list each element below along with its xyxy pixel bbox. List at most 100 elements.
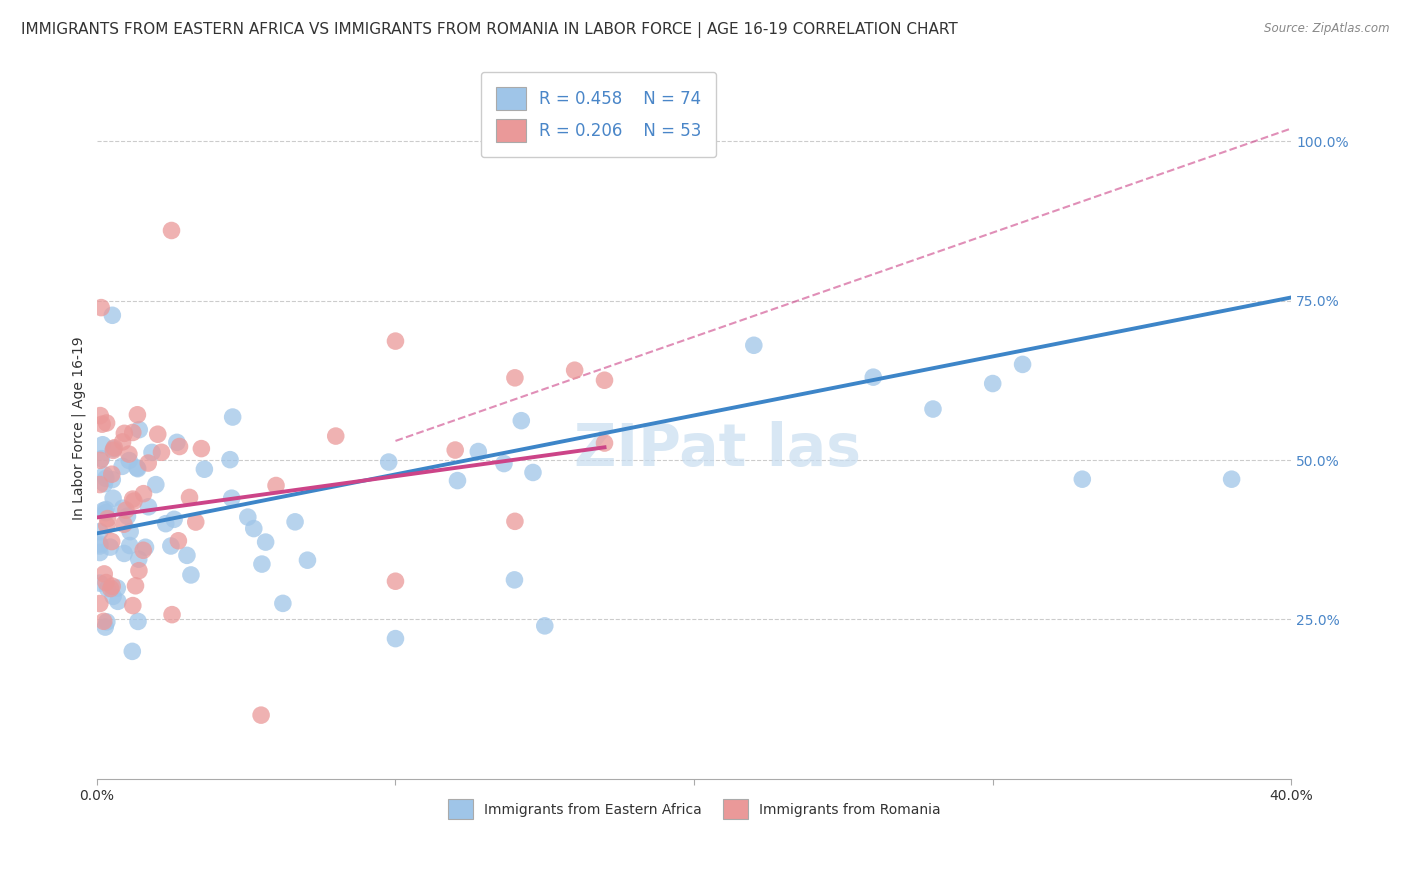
Point — [132, 486, 155, 500]
Point — [522, 466, 544, 480]
Point — [325, 429, 347, 443]
Point — [111, 501, 134, 516]
Point — [492, 457, 515, 471]
Point — [96, 416, 118, 430]
Point — [124, 579, 146, 593]
Point — [1011, 358, 1033, 372]
Point — [533, 619, 555, 633]
Point — [96, 518, 118, 533]
Point — [190, 442, 212, 456]
Point — [184, 515, 207, 529]
Point — [94, 620, 117, 634]
Point — [91, 417, 114, 432]
Point — [111, 459, 134, 474]
Point — [96, 582, 118, 596]
Point — [121, 425, 143, 440]
Point — [593, 373, 616, 387]
Point — [121, 492, 143, 507]
Point — [127, 408, 149, 422]
Point — [446, 474, 468, 488]
Point — [90, 301, 112, 315]
Point — [94, 575, 117, 590]
Point — [160, 223, 183, 237]
Point — [169, 440, 191, 454]
Point — [93, 467, 115, 482]
Point — [115, 503, 138, 517]
Point — [510, 414, 533, 428]
Point — [132, 543, 155, 558]
Point — [93, 476, 115, 491]
Point — [101, 579, 124, 593]
Point — [176, 549, 198, 563]
Point — [89, 477, 111, 491]
Point — [138, 500, 160, 514]
Point — [862, 370, 884, 384]
Point — [243, 522, 266, 536]
Point — [91, 438, 114, 452]
Point — [221, 491, 243, 506]
Point — [93, 615, 115, 629]
Point — [89, 453, 111, 467]
Point — [219, 452, 242, 467]
Point — [103, 442, 125, 456]
Point — [93, 503, 115, 517]
Point — [593, 436, 616, 450]
Point — [128, 564, 150, 578]
Point — [121, 599, 143, 613]
Point — [180, 568, 202, 582]
Point — [163, 512, 186, 526]
Legend: Immigrants from Eastern Africa, Immigrants from Romania: Immigrants from Eastern Africa, Immigran… — [443, 794, 946, 824]
Point — [101, 590, 124, 604]
Y-axis label: In Labor Force | Age 16-19: In Labor Force | Age 16-19 — [72, 336, 86, 520]
Point — [467, 444, 489, 458]
Point — [90, 451, 112, 466]
Point — [297, 553, 319, 567]
Point — [193, 462, 215, 476]
Point — [179, 491, 201, 505]
Point — [236, 510, 259, 524]
Point — [250, 557, 273, 571]
Point — [118, 539, 141, 553]
Point — [271, 596, 294, 610]
Point — [112, 517, 135, 532]
Point — [384, 334, 406, 348]
Point — [1220, 472, 1243, 486]
Point — [117, 509, 139, 524]
Point — [155, 516, 177, 531]
Point — [145, 477, 167, 491]
Point — [94, 506, 117, 520]
Point — [284, 515, 307, 529]
Point — [89, 545, 111, 559]
Point — [1071, 472, 1094, 486]
Point — [94, 502, 117, 516]
Point — [111, 434, 134, 449]
Text: ZIPat las: ZIPat las — [575, 421, 862, 478]
Point — [503, 371, 526, 385]
Point — [112, 546, 135, 560]
Point — [101, 308, 124, 322]
Point — [166, 435, 188, 450]
Point — [103, 441, 125, 455]
Point — [564, 363, 586, 377]
Point — [101, 473, 124, 487]
Point — [444, 443, 467, 458]
Point — [122, 494, 145, 508]
Point — [101, 467, 124, 482]
Point — [503, 573, 526, 587]
Point — [160, 607, 183, 622]
Point — [107, 594, 129, 608]
Point — [221, 410, 243, 425]
Point — [100, 582, 122, 596]
Point — [101, 491, 124, 506]
Text: IMMIGRANTS FROM EASTERN AFRICA VS IMMIGRANTS FROM ROMANIA IN LABOR FORCE | AGE 1: IMMIGRANTS FROM EASTERN AFRICA VS IMMIGR… — [21, 22, 957, 38]
Point — [127, 461, 149, 475]
Point — [981, 376, 1004, 391]
Point — [134, 540, 156, 554]
Point — [93, 566, 115, 581]
Point — [377, 455, 399, 469]
Point — [167, 533, 190, 548]
Point — [105, 581, 128, 595]
Point — [125, 460, 148, 475]
Point — [94, 471, 117, 485]
Point — [120, 524, 142, 539]
